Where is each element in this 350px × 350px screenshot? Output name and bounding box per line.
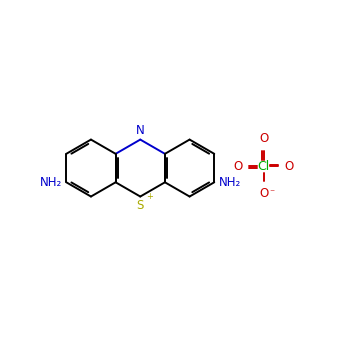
Text: O: O: [285, 160, 294, 173]
Text: NH₂: NH₂: [218, 176, 241, 189]
Text: O: O: [259, 133, 268, 146]
Text: N: N: [136, 125, 145, 138]
Text: Cl: Cl: [257, 160, 270, 173]
Text: ⁻: ⁻: [270, 188, 275, 198]
Text: S: S: [136, 198, 144, 212]
Text: NH₂: NH₂: [40, 176, 62, 189]
Text: O: O: [233, 160, 242, 173]
Text: +: +: [147, 192, 153, 201]
Text: O: O: [259, 187, 268, 200]
